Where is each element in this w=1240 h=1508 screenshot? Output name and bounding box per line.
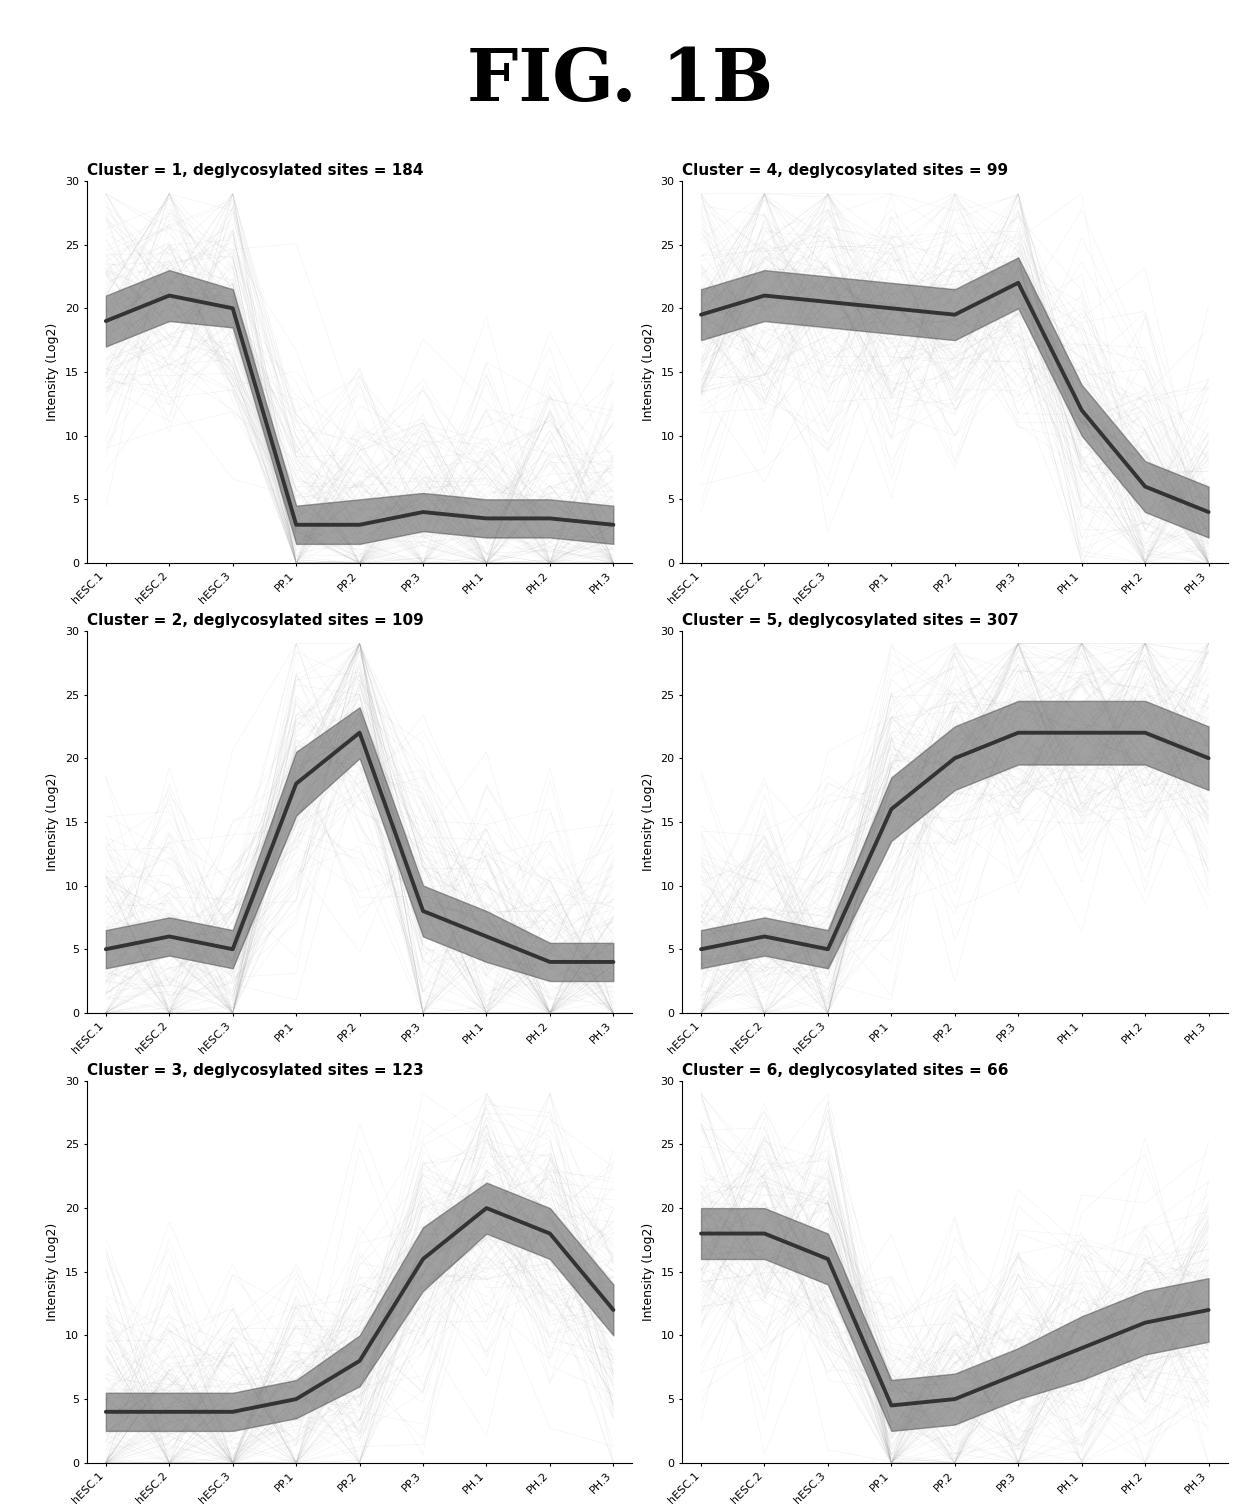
Text: Cluster = 2, deglycosylated sites = 109: Cluster = 2, deglycosylated sites = 109	[87, 614, 424, 629]
Y-axis label: Intensity (Log2): Intensity (Log2)	[46, 323, 60, 421]
Y-axis label: Intensity (Log2): Intensity (Log2)	[46, 772, 60, 872]
Y-axis label: Intensity (Log2): Intensity (Log2)	[641, 323, 655, 421]
Text: Cluster = 3, deglycosylated sites = 123: Cluster = 3, deglycosylated sites = 123	[87, 1063, 424, 1078]
Text: FIG. 1B: FIG. 1B	[467, 45, 773, 116]
Text: Cluster = 1, deglycosylated sites = 184: Cluster = 1, deglycosylated sites = 184	[87, 163, 423, 178]
Text: Cluster = 5, deglycosylated sites = 307: Cluster = 5, deglycosylated sites = 307	[682, 614, 1019, 629]
Text: Cluster = 4, deglycosylated sites = 99: Cluster = 4, deglycosylated sites = 99	[682, 163, 1008, 178]
Y-axis label: Intensity (Log2): Intensity (Log2)	[641, 1223, 655, 1321]
Y-axis label: Intensity (Log2): Intensity (Log2)	[641, 772, 655, 872]
Y-axis label: Intensity (Log2): Intensity (Log2)	[46, 1223, 60, 1321]
Text: Cluster = 6, deglycosylated sites = 66: Cluster = 6, deglycosylated sites = 66	[682, 1063, 1008, 1078]
